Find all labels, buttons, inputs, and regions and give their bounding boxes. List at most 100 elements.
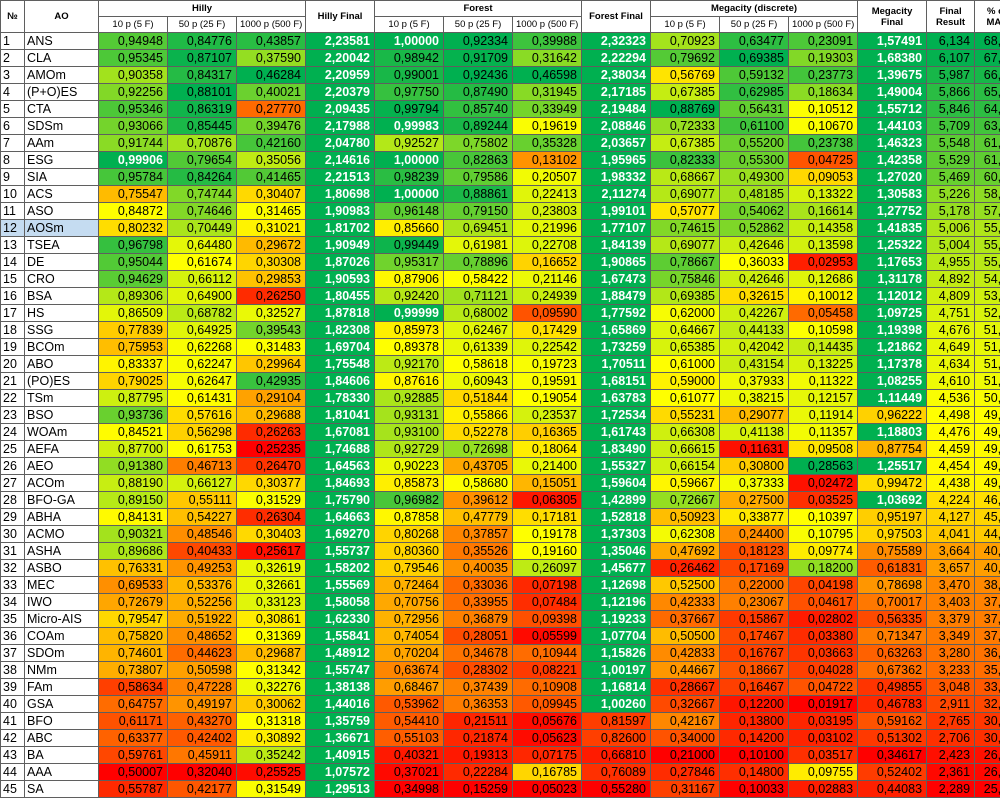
- cell-hilly-final[interactable]: 1,55569: [306, 577, 375, 594]
- cell-ao[interactable]: BA: [25, 747, 99, 764]
- cell-hilly-final[interactable]: 2,20379: [306, 84, 375, 101]
- cell-forest-10p[interactable]: 0,96148: [375, 203, 444, 220]
- cell-megacity-10p[interactable]: 0,78667: [651, 254, 720, 271]
- cell-hilly-final[interactable]: 1,80698: [306, 186, 375, 203]
- cell-hilly-50p[interactable]: 0,55111: [168, 492, 237, 509]
- cell-final-result[interactable]: 5,987: [927, 67, 975, 84]
- cell-hilly-50p[interactable]: 0,64480: [168, 237, 237, 254]
- cell-hilly-10p[interactable]: 0,90321: [99, 526, 168, 543]
- cell-megacity-1000p[interactable]: 0,04725: [789, 152, 858, 169]
- cell-forest-50p[interactable]: 0,60943: [444, 373, 513, 390]
- cell-megacity-1000p[interactable]: 0,10012: [789, 288, 858, 305]
- cell-forest-final[interactable]: 2,11274: [582, 186, 651, 203]
- cell-hilly-1000p[interactable]: 0,29672: [237, 237, 306, 254]
- cell-megacity-1000p[interactable]: 0,09774: [789, 543, 858, 560]
- cell-pct-max[interactable]: 25,43: [975, 781, 1000, 798]
- cell-hilly-1000p[interactable]: 0,30308: [237, 254, 306, 271]
- cell-forest-50p[interactable]: 0,75802: [444, 135, 513, 152]
- cell-forest-1000p[interactable]: 0,16365: [513, 424, 582, 441]
- cell-megacity-50p[interactable]: 0,61100: [720, 118, 789, 135]
- cell-hilly-1000p[interactable]: 0,31529: [237, 492, 306, 509]
- cell-megacity-10p[interactable]: 0,69077: [651, 186, 720, 203]
- cell-forest-final[interactable]: 1,45677: [582, 560, 651, 577]
- cell-forest-50p[interactable]: 0,43705: [444, 458, 513, 475]
- cell-forest-1000p[interactable]: 0,06305: [513, 492, 582, 509]
- cell-hilly-final[interactable]: 1,87026: [306, 254, 375, 271]
- cell-pct-max[interactable]: 66,52: [975, 67, 1000, 84]
- cell-hilly-1000p[interactable]: 0,32661: [237, 577, 306, 594]
- cell-megacity-final[interactable]: 0,46783: [858, 696, 927, 713]
- cell-megacity-50p[interactable]: 0,42042: [720, 339, 789, 356]
- cell-megacity-10p[interactable]: 0,28667: [651, 679, 720, 696]
- cell-ao[interactable]: CRO: [25, 271, 99, 288]
- cell-megacity-10p[interactable]: 0,82333: [651, 152, 720, 169]
- cell-megacity-10p[interactable]: 0,26462: [651, 560, 720, 577]
- cell-hilly-final[interactable]: 1,84693: [306, 475, 375, 492]
- cell-megacity-50p[interactable]: 0,41138: [720, 424, 789, 441]
- cell-hilly-1000p[interactable]: 0,40021: [237, 84, 306, 101]
- cell-megacity-10p[interactable]: 0,31167: [651, 781, 720, 798]
- cell-forest-1000p[interactable]: 0,35328: [513, 135, 582, 152]
- cell-hilly-10p[interactable]: 0,96798: [99, 237, 168, 254]
- cell-pct-max[interactable]: 26,93: [975, 747, 1000, 764]
- cell-ao[interactable]: DE: [25, 254, 99, 271]
- cell-megacity-10p[interactable]: 0,56769: [651, 67, 720, 84]
- cell-forest-final[interactable]: 1,15826: [582, 645, 651, 662]
- cell-forest-1000p[interactable]: 0,19054: [513, 390, 582, 407]
- cell-forest-final[interactable]: 1,16814: [582, 679, 651, 696]
- cell-forest-10p[interactable]: 0,85973: [375, 322, 444, 339]
- cell-hilly-50p[interactable]: 0,61674: [168, 254, 237, 271]
- cell-forest-1000p[interactable]: 0,21996: [513, 220, 582, 237]
- cell-no[interactable]: 7: [1, 135, 25, 152]
- cell-megacity-final[interactable]: 1,39675: [858, 67, 927, 84]
- cell-megacity-10p[interactable]: 0,50923: [651, 509, 720, 526]
- cell-hilly-50p[interactable]: 0,32040: [168, 764, 237, 781]
- cell-hilly-final[interactable]: 1,64563: [306, 458, 375, 475]
- cell-megacity-final[interactable]: 0,67362: [858, 662, 927, 679]
- cell-final-result[interactable]: 2,289: [927, 781, 975, 798]
- cell-hilly-1000p[interactable]: 0,26470: [237, 458, 306, 475]
- cell-hilly-10p[interactable]: 0,87700: [99, 441, 168, 458]
- cell-forest-1000p[interactable]: 0,19723: [513, 356, 582, 373]
- cell-megacity-1000p[interactable]: 0,10598: [789, 322, 858, 339]
- cell-megacity-10p[interactable]: 0,62308: [651, 526, 720, 543]
- cell-megacity-50p[interactable]: 0,42646: [720, 271, 789, 288]
- cell-final-result[interactable]: 3,470: [927, 577, 975, 594]
- cell-megacity-50p[interactable]: 0,23067: [720, 594, 789, 611]
- cell-pct-max[interactable]: 37,81: [975, 594, 1000, 611]
- cell-final-result[interactable]: 6,134: [927, 33, 975, 50]
- cell-forest-50p[interactable]: 0,40035: [444, 560, 513, 577]
- cell-no[interactable]: 11: [1, 203, 25, 220]
- cell-megacity-50p[interactable]: 0,14200: [720, 730, 789, 747]
- cell-megacity-50p[interactable]: 0,38215: [720, 390, 789, 407]
- cell-forest-10p[interactable]: 0,53962: [375, 696, 444, 713]
- cell-pct-max[interactable]: 58,06: [975, 186, 1000, 203]
- cell-forest-final[interactable]: 1,61743: [582, 424, 651, 441]
- cell-no[interactable]: 10: [1, 186, 25, 203]
- cell-hilly-1000p[interactable]: 0,42160: [237, 135, 306, 152]
- cell-forest-50p[interactable]: 0,39612: [444, 492, 513, 509]
- cell-megacity-50p[interactable]: 0,37933: [720, 373, 789, 390]
- cell-megacity-final[interactable]: 0,78698: [858, 577, 927, 594]
- cell-megacity-50p[interactable]: 0,62985: [720, 84, 789, 101]
- cell-hilly-1000p[interactable]: 0,30861: [237, 611, 306, 628]
- cell-hilly-10p[interactable]: 0,84131: [99, 509, 168, 526]
- cell-megacity-50p[interactable]: 0,48185: [720, 186, 789, 203]
- cell-hilly-final[interactable]: 1,40915: [306, 747, 375, 764]
- cell-hilly-1000p[interactable]: 0,31465: [237, 203, 306, 220]
- cell-hilly-10p[interactable]: 0,74601: [99, 645, 168, 662]
- cell-ao[interactable]: ASHA: [25, 543, 99, 560]
- cell-pct-max[interactable]: 49,74: [975, 424, 1000, 441]
- cell-megacity-1000p[interactable]: 0,04028: [789, 662, 858, 679]
- cell-hilly-50p[interactable]: 0,62647: [168, 373, 237, 390]
- cell-hilly-10p[interactable]: 0,94629: [99, 271, 168, 288]
- cell-hilly-1000p[interactable]: 0,31342: [237, 662, 306, 679]
- cell-megacity-10p[interactable]: 0,62000: [651, 305, 720, 322]
- cell-forest-1000p[interactable]: 0,22413: [513, 186, 582, 203]
- cell-forest-10p[interactable]: 0,54410: [375, 713, 444, 730]
- cell-hilly-1000p[interactable]: 0,32527: [237, 305, 306, 322]
